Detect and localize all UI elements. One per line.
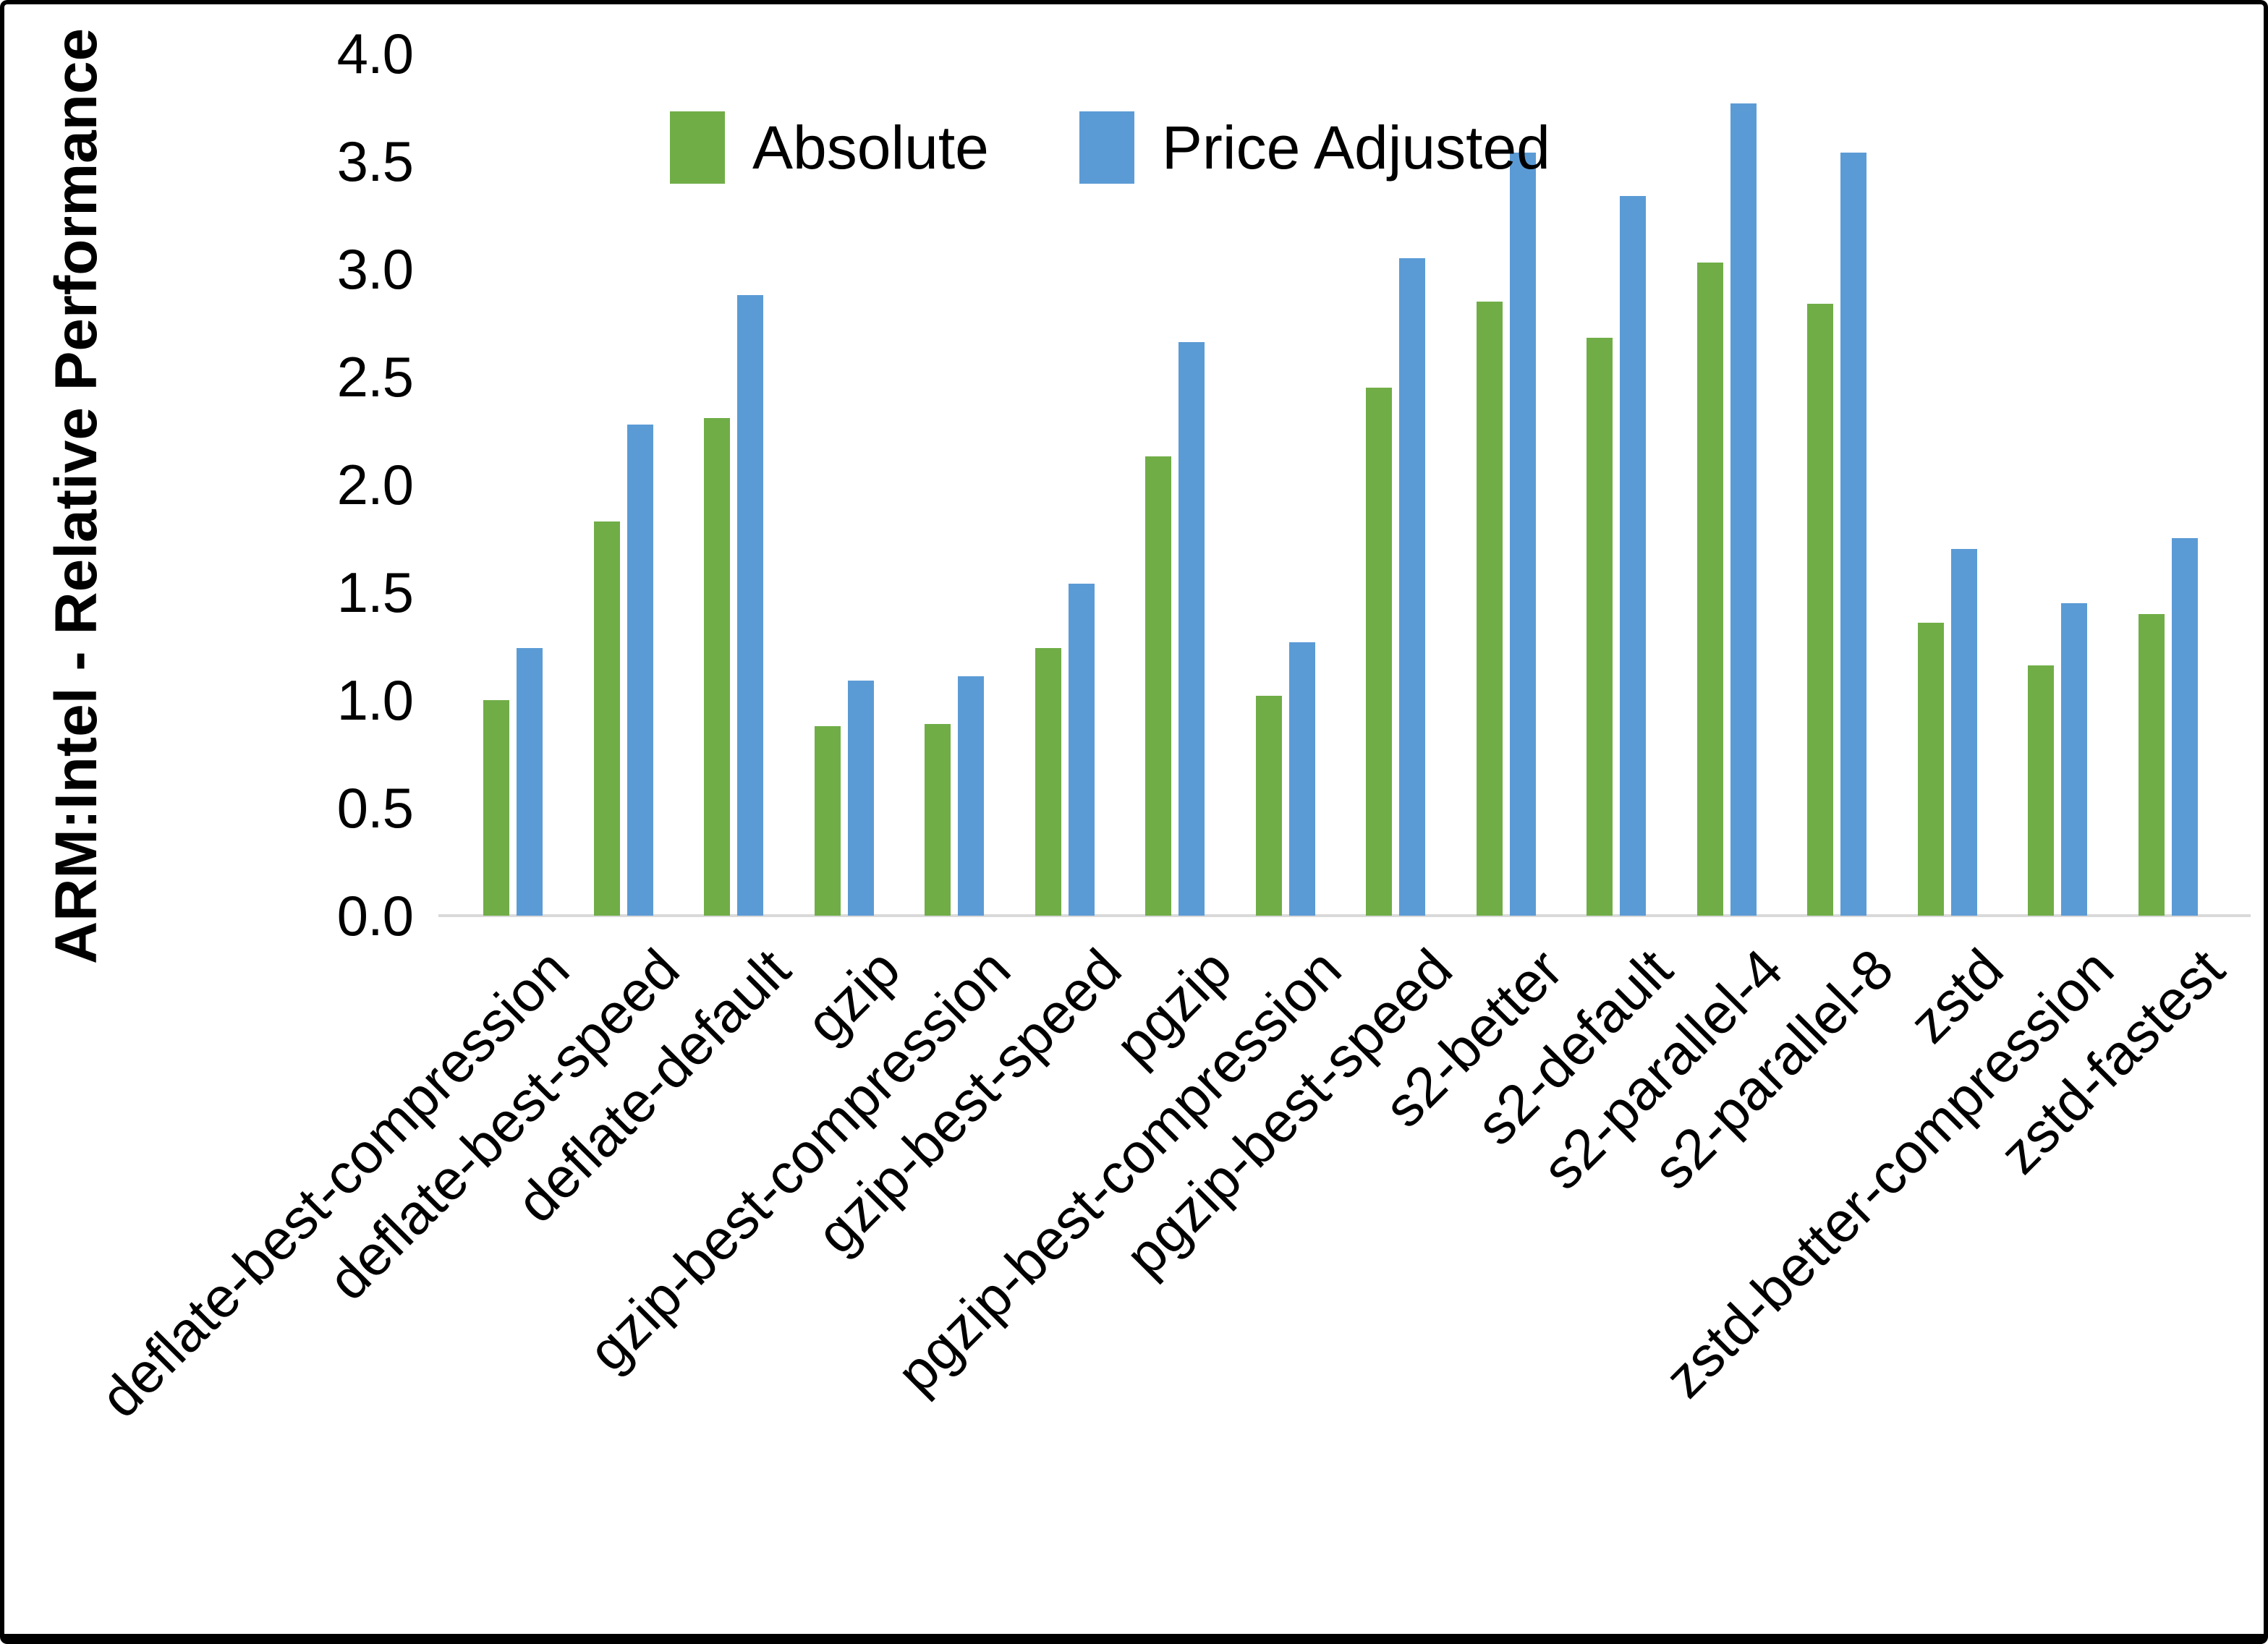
- bar-price-adjusted-gzip-best-speed: [1068, 584, 1095, 916]
- legend-swatch-icon: [1079, 111, 1134, 184]
- y-axis-title: ARM:Intel - Relative Performance: [43, 27, 109, 965]
- bar-absolute-zstd-fastest: [2138, 614, 2165, 916]
- y-tick-label: 0.0: [336, 884, 414, 947]
- bar-price-adjusted-s2-default: [1620, 196, 1646, 916]
- bar-group-pgzip: [1145, 342, 1205, 916]
- bar-absolute-deflate-best-speed: [593, 521, 620, 916]
- bar-absolute-deflate-best-compression: [483, 700, 509, 916]
- bar-price-adjusted-s2-better: [1509, 153, 1536, 916]
- bar-absolute-gzip: [814, 726, 841, 916]
- bar-price-adjusted-gzip: [847, 681, 874, 916]
- bar-absolute-gzip-best-speed: [1035, 648, 1061, 916]
- bar-group-zstd-better-compression: [2028, 603, 2087, 916]
- bar-absolute-s2-parallel-8: [1807, 304, 1833, 916]
- bar-price-adjusted-pgzip-best-compression: [1288, 642, 1315, 916]
- bar-group-gzip-best-speed: [1035, 584, 1095, 916]
- legend-item-price-adjusted: Price Adjusted: [1079, 111, 1550, 184]
- bar-absolute-s2-parallel-4: [1696, 263, 1723, 916]
- bar-group-s2-better: [1476, 153, 1536, 916]
- bar-absolute-pgzip-best-compression: [1255, 696, 1282, 916]
- bar-price-adjusted-zstd-fastest: [2171, 538, 2198, 916]
- bar-absolute-s2-better: [1476, 302, 1503, 916]
- legend-item-absolute: Absolute: [670, 111, 989, 184]
- y-tick-label: 1.5: [336, 561, 414, 624]
- y-tick-label: 1.0: [336, 668, 414, 732]
- y-tick-label: 2.5: [336, 345, 414, 409]
- y-tick-label: 4.0: [336, 22, 414, 85]
- bar-group-zstd-fastest: [2138, 538, 2198, 916]
- bar-group-deflate-best-compression: [483, 648, 543, 916]
- bar-absolute-pgzip-best-speed: [1366, 388, 1392, 916]
- bar-price-adjusted-zstd: [1950, 549, 1977, 916]
- y-tick-label: 3.0: [336, 237, 414, 301]
- x-label-deflate-best-compression: deflate-best-compression: [88, 937, 582, 1430]
- bar-group-s2-parallel-4: [1696, 103, 1757, 916]
- bar-group-pgzip-best-compression: [1255, 642, 1315, 916]
- bar-price-adjusted-deflate-default: [737, 295, 763, 916]
- y-tick-label: 2.0: [336, 453, 414, 516]
- bar-absolute-zstd: [1917, 623, 1944, 916]
- bar-price-adjusted-gzip-best-compression: [958, 676, 984, 916]
- plot-area: [467, 54, 2233, 916]
- legend-label: Absolute: [752, 114, 989, 182]
- bar-absolute-s2-default: [1587, 338, 1613, 916]
- bar-group-s2-parallel-8: [1807, 153, 1866, 916]
- bar-group-deflate-default: [704, 295, 763, 916]
- y-tick-label: 3.5: [336, 129, 414, 193]
- legend-label: Price Adjusted: [1161, 114, 1550, 182]
- bar-group-gzip: [814, 681, 874, 916]
- bar-group-gzip-best-compression: [925, 676, 984, 916]
- bar-price-adjusted-s2-parallel-8: [1840, 153, 1866, 916]
- bar-group-s2-default: [1587, 196, 1646, 916]
- bar-group-deflate-best-speed: [593, 425, 653, 916]
- bar-group-zstd: [1917, 549, 1977, 916]
- bar-absolute-deflate-default: [704, 418, 730, 916]
- bar-price-adjusted-deflate-best-compression: [517, 648, 543, 916]
- legend: Absolute Price Adjusted: [670, 111, 1550, 184]
- bar-absolute-zstd-better-compression: [2028, 665, 2054, 916]
- y-tick-label: 0.5: [336, 776, 414, 840]
- bar-price-adjusted-s2-parallel-4: [1730, 103, 1757, 916]
- bar-absolute-gzip-best-compression: [925, 724, 951, 916]
- bar-price-adjusted-pgzip-best-speed: [1399, 258, 1425, 916]
- bar-price-adjusted-deflate-best-speed: [627, 425, 653, 916]
- bar-price-adjusted-pgzip: [1178, 342, 1205, 916]
- bar-group-pgzip-best-speed: [1366, 258, 1425, 916]
- legend-swatch-icon: [670, 111, 725, 184]
- x-axis-line: [438, 914, 2251, 917]
- bar-price-adjusted-zstd-better-compression: [2061, 603, 2087, 916]
- bar-absolute-pgzip: [1145, 456, 1171, 916]
